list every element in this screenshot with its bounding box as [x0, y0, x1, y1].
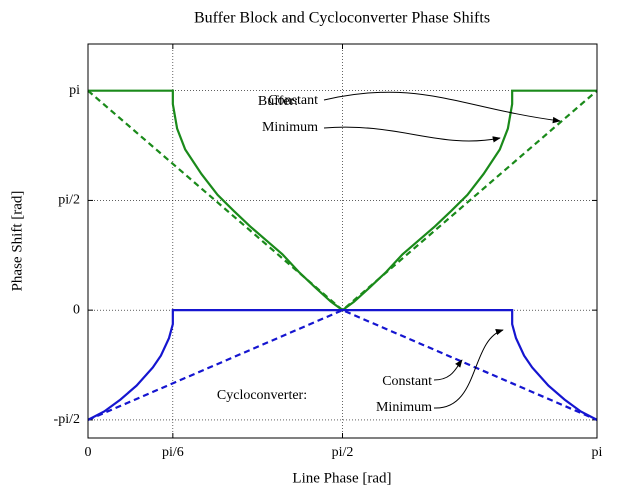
y-tick-label: -pi/2	[54, 412, 80, 427]
annotation: Minimum	[262, 120, 318, 135]
x-tick-label: pi/6	[162, 445, 184, 460]
series-line	[87, 308, 598, 421]
annotation: Minimum	[376, 400, 432, 415]
annotation: Cycloconverter:	[217, 388, 307, 403]
y-tick-label: pi/2	[58, 193, 80, 208]
x-tick-label: 0	[85, 445, 92, 460]
annotation: Buffer:	[258, 94, 298, 109]
annotation: Constant	[268, 93, 318, 108]
annotation-arrow	[433, 359, 463, 381]
x-axis-label: Line Phase [rad]	[292, 470, 391, 486]
y-axis-label: Phase Shift [rad]	[9, 191, 25, 292]
annotation-arrow	[323, 126, 501, 143]
x-tick-label: pi/2	[332, 445, 354, 460]
x-tick-label: pi	[592, 445, 603, 460]
annotation: Constant	[382, 374, 432, 389]
series-line	[87, 89, 598, 312]
series-line	[87, 309, 598, 421]
chart-title: Buffer Block and Cycloconverter Phase Sh…	[194, 10, 490, 27]
annotation-arrow	[433, 329, 504, 409]
y-tick-label: pi	[69, 83, 80, 98]
y-tick-label: 0	[73, 302, 80, 317]
annotation-arrow	[323, 91, 561, 124]
plot-frame	[87, 43, 598, 439]
